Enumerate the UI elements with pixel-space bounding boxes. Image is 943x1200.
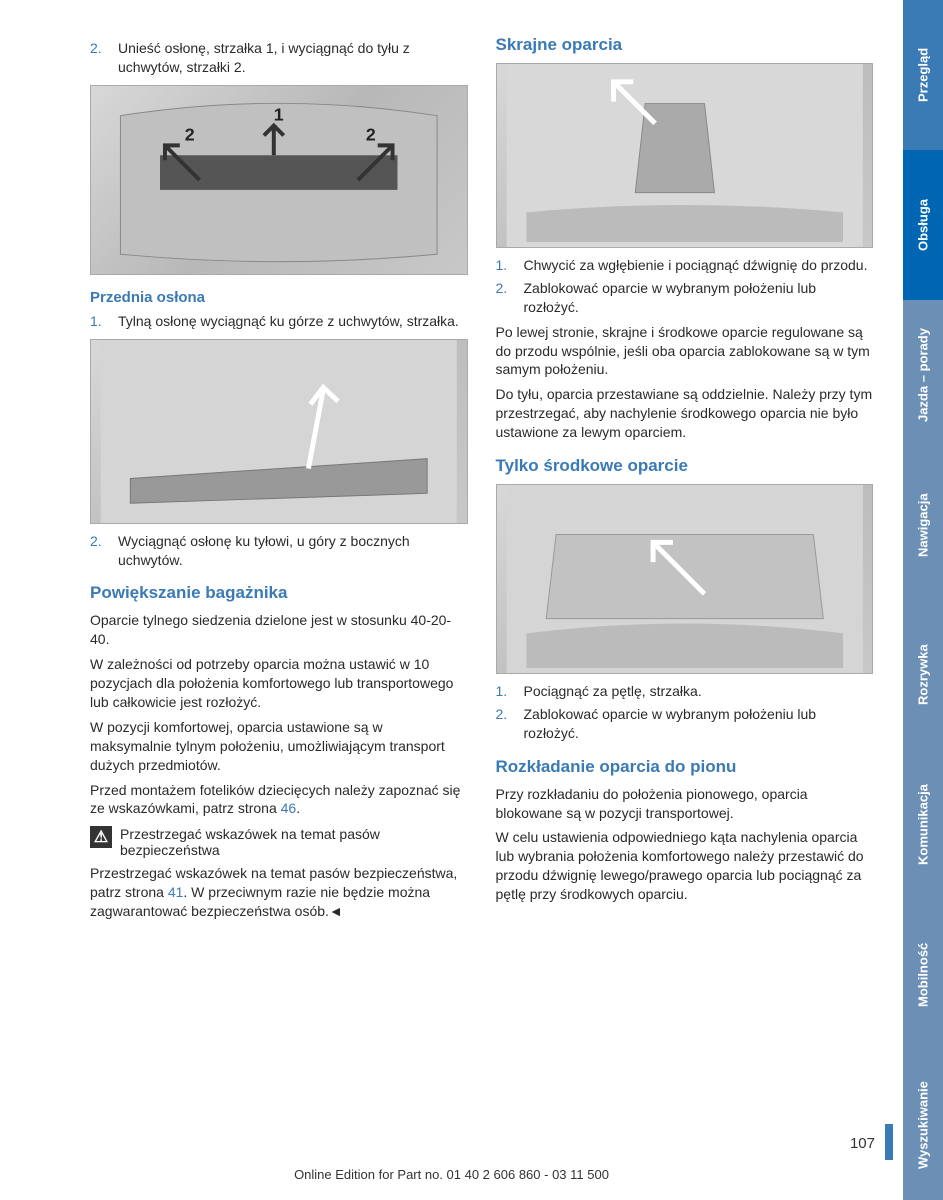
step-text: Chwycić za wgłębienie i pociągnąć dźwign… <box>524 257 868 273</box>
footer-text: Online Edition for Part no. 01 40 2 606 … <box>0 1167 903 1182</box>
heading-rozkladanie: Rozkładanie oparcia do pionu <box>496 757 874 777</box>
list-item: 2. Wyciągnąć osłonę ku tyłowi, u góry z … <box>118 532 468 570</box>
page-link[interactable]: 46 <box>281 800 297 816</box>
figure-trunk-cover: 1 2 2 <box>90 85 468 275</box>
step-text: Zablokować oparcie w wybranym położeniu … <box>524 706 817 741</box>
svg-text:2: 2 <box>185 124 195 144</box>
right-column: Skrajne oparcia 1. Chwycić za wgłębienie… <box>496 35 874 1200</box>
tab-komunikacja[interactable]: Komunikacja <box>903 750 943 900</box>
body-text: Przed montażem fotelików dziecięcych nal… <box>90 781 468 819</box>
step-number: 2. <box>90 39 102 58</box>
heading-przednia-oslona: Przednia osłona <box>90 289 468 306</box>
heading-skrajne: Skrajne oparcia <box>496 35 874 55</box>
step-number: 1. <box>496 256 508 275</box>
tab-obsluga[interactable]: Obsługa <box>903 150 943 300</box>
warning-block: ⚠ Przestrzegać wskazówek na temat pa­sów… <box>90 826 468 858</box>
warning-icon: ⚠ <box>90 826 112 848</box>
page-number: 107 <box>850 1135 875 1152</box>
step-number: 2. <box>496 705 508 724</box>
warning-title: Przestrzegać wskazówek na temat pa­sów b… <box>120 826 468 858</box>
body-text: Do tyłu, oparcia przestawiane są oddziel… <box>496 385 874 442</box>
body-text: W zależności od potrzeby oparcia można u… <box>90 655 468 712</box>
tab-jazda-porady[interactable]: Jazda – porady <box>903 300 943 450</box>
list-item: 2. Zablokować oparcie w wybranym położen… <box>524 279 874 317</box>
page-link[interactable]: 41 <box>168 884 184 900</box>
body-text: Oparcie tylnego siedzenia dzielone jest … <box>90 611 468 649</box>
step-text: Zablokować oparcie w wybranym położeniu … <box>524 280 817 315</box>
tab-rozrywka[interactable]: Rozrywka <box>903 600 943 750</box>
page-content: 2. Unieść osłonę, strzałka 1, i wyciągną… <box>0 0 903 1200</box>
svg-text:2: 2 <box>366 124 376 144</box>
figure-middle-backrest <box>496 484 874 674</box>
step-number: 2. <box>90 532 102 551</box>
step-number: 1. <box>496 682 508 701</box>
side-tabs: Przegląd Obsługa Jazda – porady Nawigacj… <box>903 0 943 1200</box>
body-text: Po lewej stronie, skrajne i środkowe opa… <box>496 323 874 380</box>
page-number-bar <box>885 1124 893 1160</box>
step-text: Pociągnąć za pętlę, strzałka. <box>524 683 702 699</box>
tab-mobilnosc[interactable]: Mobilność <box>903 900 943 1050</box>
tab-wyszukiwanie[interactable]: Wyszukiwanie <box>903 1050 943 1200</box>
step-number: 1. <box>90 312 102 331</box>
list-item: 2. Unieść osłonę, strzałka 1, i wyciągną… <box>118 39 468 77</box>
left-column: 2. Unieść osłonę, strzałka 1, i wyciągną… <box>90 35 468 1200</box>
step-text: Unieść osłonę, strzałka 1, i wyciągnąć d… <box>118 40 410 75</box>
body-text: W pozycji komfortowej, oparcia ustawione… <box>90 718 468 775</box>
list-item: 1. Pociągnąć za pętlę, strzałka. <box>524 682 874 701</box>
figure-front-cover <box>90 339 468 524</box>
figure-outer-backrest <box>496 63 874 248</box>
step-text: Wyciągnąć osłonę ku tyłowi, u góry z boc… <box>118 533 410 568</box>
body-text: W celu ustawienia odpowiedniego kąta nac… <box>496 828 874 904</box>
svg-text:1: 1 <box>274 104 284 124</box>
list-item: 1. Tylną osłonę wyciągnąć ku górze z uch… <box>118 312 468 331</box>
step-text: Tylną osłonę wyciągnąć ku górze z uchwy­… <box>118 313 459 329</box>
list-item: 1. Chwycić za wgłębienie i pociągnąć dźw… <box>524 256 874 275</box>
warning-body: Przestrzegać wskazówek na temat pasów be… <box>90 864 468 921</box>
heading-powiekszanie: Powiększanie bagażnika <box>90 583 468 603</box>
tab-przeglad[interactable]: Przegląd <box>903 0 943 150</box>
heading-tylko-srodkowe: Tylko środkowe oparcie <box>496 456 874 476</box>
body-text-span: . <box>296 800 300 816</box>
body-text-span: Przed montażem fotelików dziecięcych nal… <box>90 782 460 817</box>
tab-nawigacja[interactable]: Nawigacja <box>903 450 943 600</box>
list-item: 2. Zablokować oparcie w wybranym położen… <box>524 705 874 743</box>
body-text: Przy rozkładaniu do położenia pionowego,… <box>496 785 874 823</box>
step-number: 2. <box>496 279 508 298</box>
